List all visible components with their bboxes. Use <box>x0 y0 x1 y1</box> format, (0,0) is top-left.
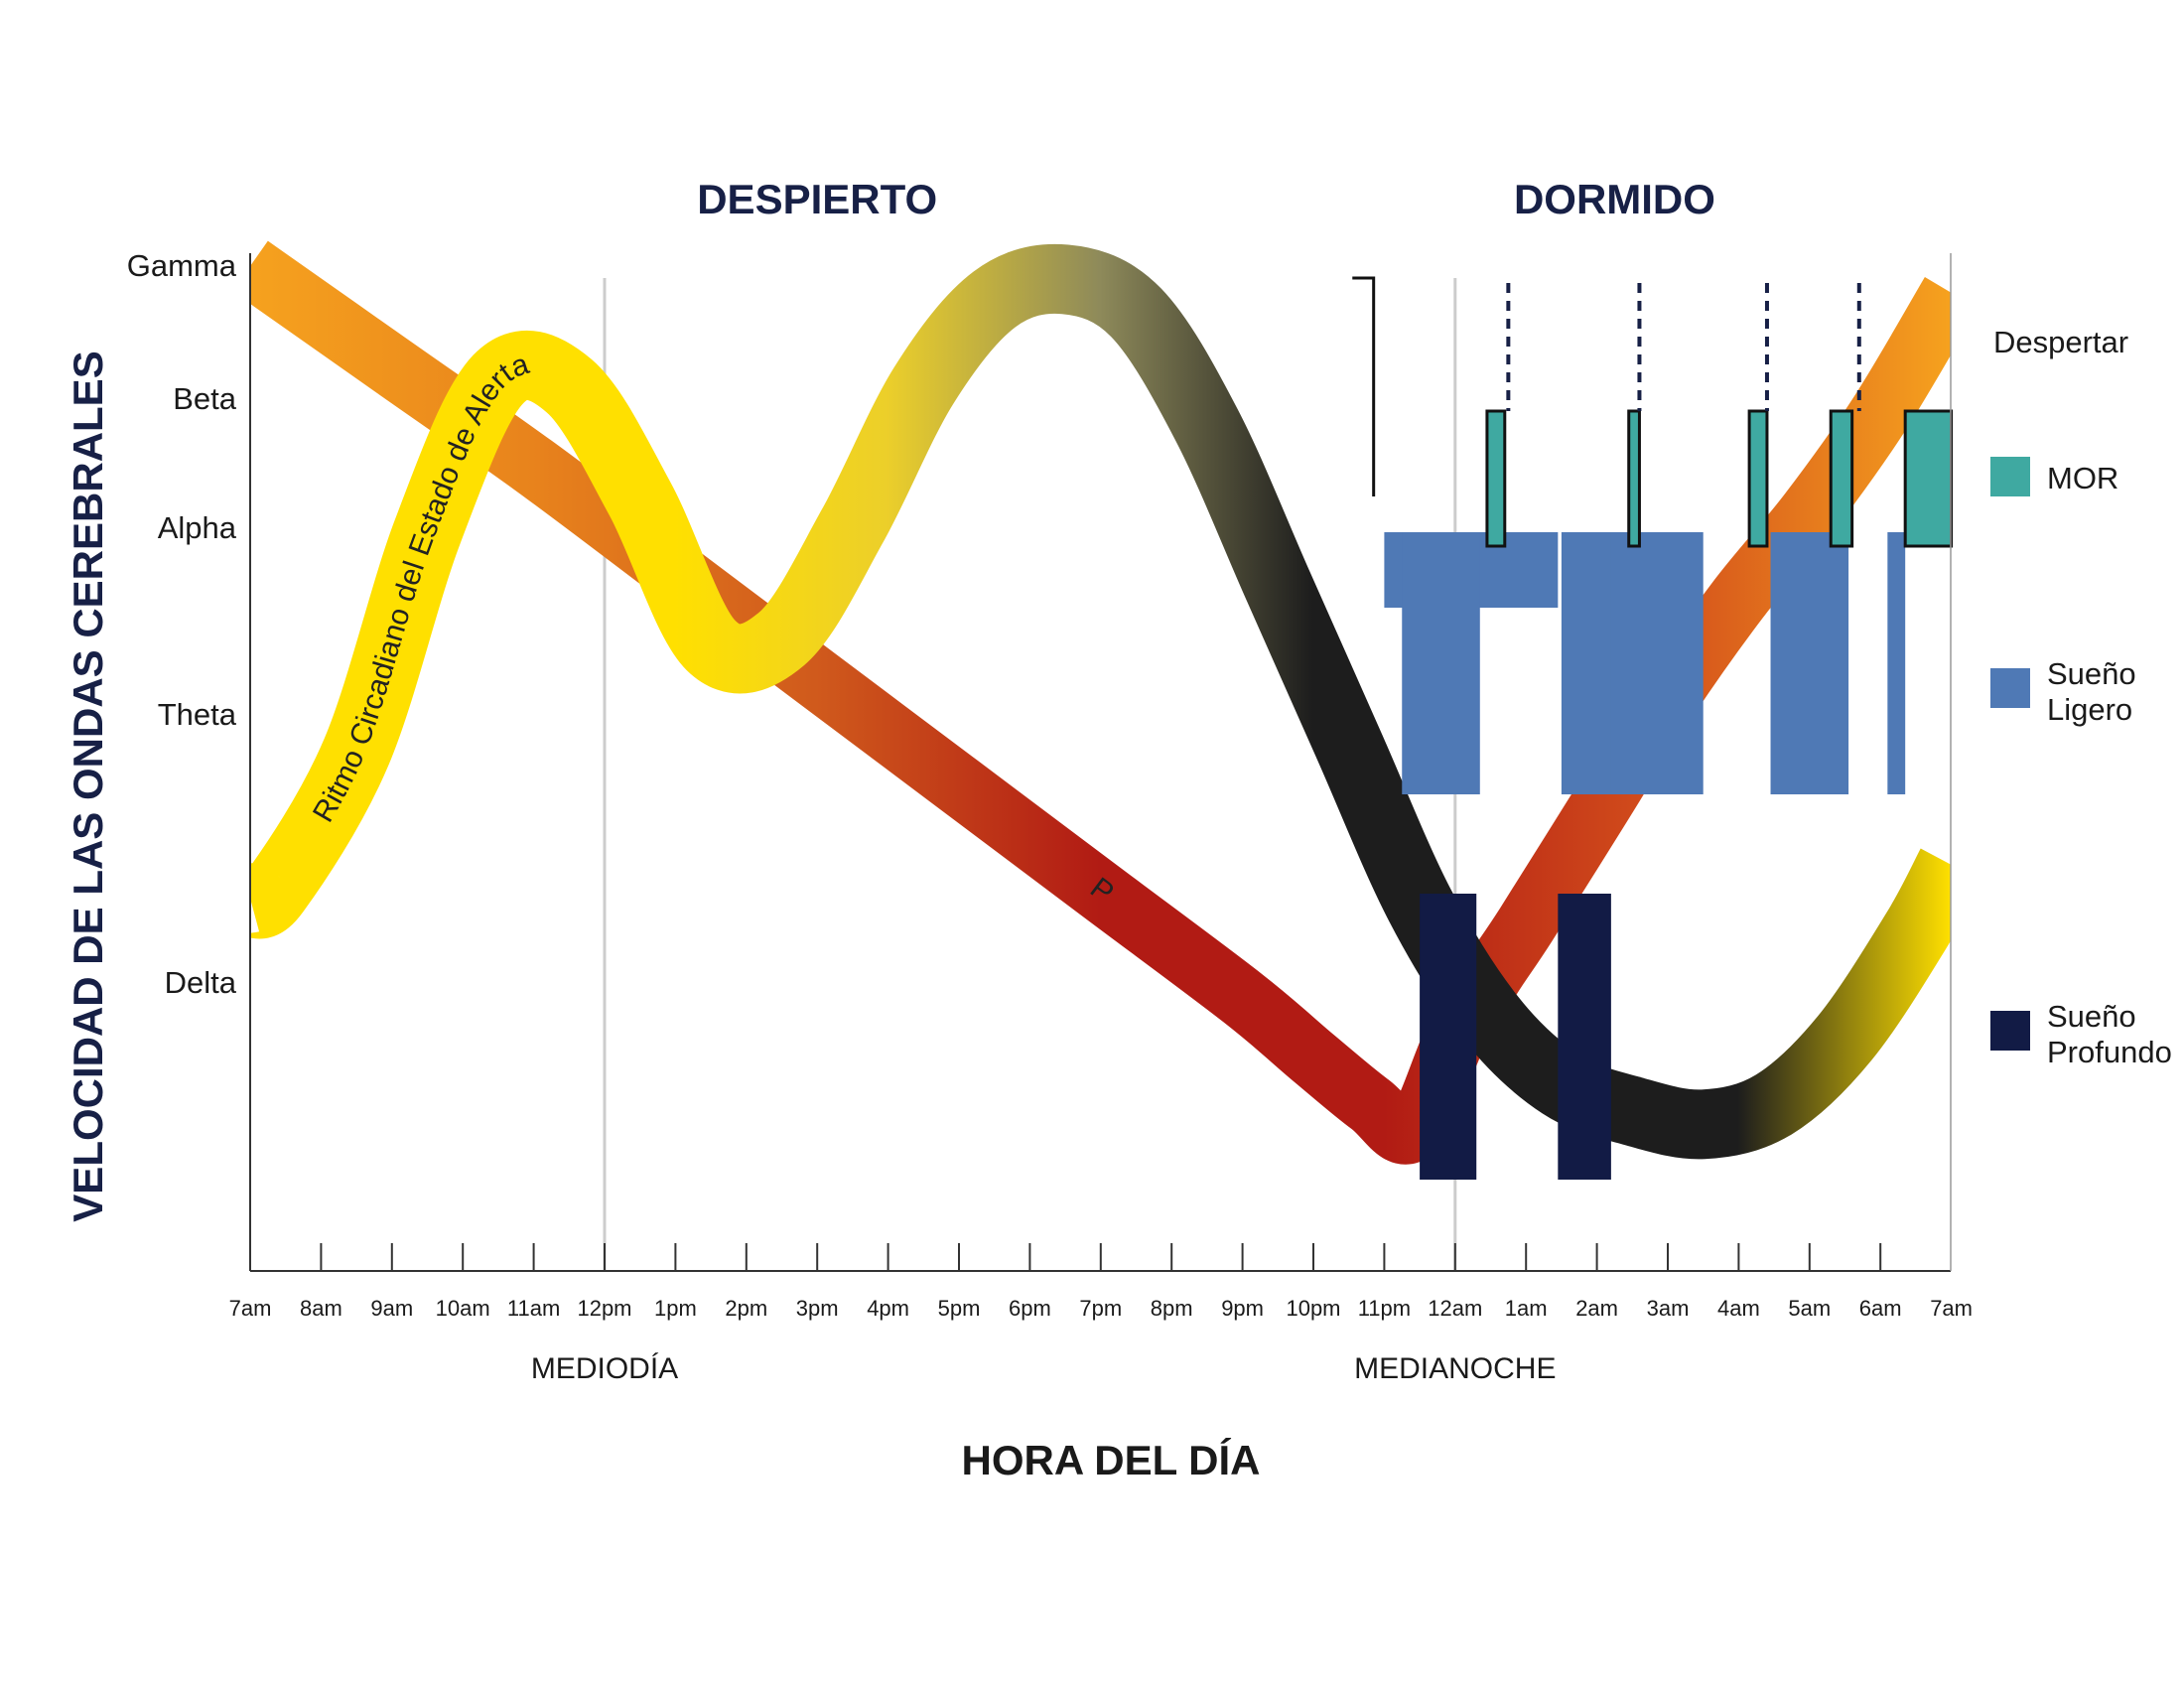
legend-swatch-rem <box>1990 457 2030 496</box>
x-tick-label: 6am <box>1859 1296 1902 1321</box>
rem-period <box>1485 409 1507 548</box>
y-level-label: Beta <box>173 381 237 416</box>
y-axis-title: VELOCIDAD DE LAS ONDAS CEREBRALES <box>65 351 111 1221</box>
sleep-stages <box>1352 276 1954 1180</box>
y-levels: Gamma Beta Alpha Theta Delta <box>127 248 237 1000</box>
x-tick-label: 10pm <box>1286 1296 1340 1321</box>
x-tick-label: 6pm <box>1009 1296 1051 1321</box>
light-sleep-block <box>1402 532 1480 794</box>
y-level-label: Alpha <box>158 510 237 545</box>
section-label-awake: DESPIERTO <box>697 176 937 222</box>
legend-label-light: Sueño Ligero <box>2047 656 2136 727</box>
y-level-label: Gamma <box>127 248 237 283</box>
x-axis-title: HORA DEL DÍA <box>961 1437 1260 1483</box>
x-tick-label: 2am <box>1575 1296 1618 1321</box>
x-tick-label: 3am <box>1647 1296 1690 1321</box>
y-level-label: Theta <box>158 697 237 732</box>
reference-label: MEDIANOCHE <box>1354 1352 1556 1385</box>
legend-label-rem: MOR <box>2047 461 2118 495</box>
legend-swatch-deep <box>1990 1011 2030 1051</box>
deep-sleep-block <box>1420 894 1477 1180</box>
x-tick-label: 9pm <box>1221 1296 1264 1321</box>
x-tick-label: 7am <box>1930 1296 1973 1321</box>
x-tick-label: 5pm <box>938 1296 981 1321</box>
rem-period <box>1747 409 1769 548</box>
x-tick-label: 5am <box>1788 1296 1831 1321</box>
x-tick-label: 2pm <box>725 1296 767 1321</box>
x-tick-label: 4pm <box>867 1296 909 1321</box>
x-tick-label: 11am <box>507 1296 560 1321</box>
x-tick-label: 9am <box>370 1296 413 1321</box>
x-tick-label: 10am <box>436 1296 490 1321</box>
x-tick-label: 8pm <box>1151 1296 1193 1321</box>
legend-label-wake: Despertar <box>1993 325 2128 359</box>
x-tick-label: 4am <box>1717 1296 1760 1321</box>
rem-period <box>1829 409 1854 548</box>
x-tick-label: 1am <box>1505 1296 1548 1321</box>
y-level-label: Delta <box>165 965 237 1000</box>
x-tick-label: 7pm <box>1079 1296 1122 1321</box>
light-sleep-block <box>1770 532 1849 794</box>
circadian-curve <box>250 243 1951 1160</box>
legend: Despertar MOR Sueño Ligero Sueño Profundo <box>1990 325 2172 1069</box>
reference-label: MEDIODÍA <box>531 1352 678 1385</box>
section-label-asleep: DORMIDO <box>1514 176 1715 222</box>
rem-period <box>1903 409 1954 548</box>
sleep-onset-bracket <box>1352 276 1376 496</box>
x-tick-label: 8am <box>300 1296 342 1321</box>
x-tick-label: 7am <box>229 1296 272 1321</box>
x-tick-label: 11pm <box>1358 1296 1411 1321</box>
x-tick-label: 3pm <box>796 1296 839 1321</box>
x-tick-label: 1pm <box>654 1296 697 1321</box>
x-tick-label: 12pm <box>577 1296 631 1321</box>
rem-period <box>1627 409 1641 548</box>
x-ticks: 7am 8am 9am 10am 11am 12pm 1pm 2pm 3pm 4pm 5pm 6pm 7… <box>229 1243 1973 1321</box>
x-tick-label: 12am <box>1428 1296 1482 1321</box>
deep-sleep-block <box>1558 894 1611 1180</box>
light-sleep-block <box>1887 532 1906 794</box>
light-sleep-block <box>1610 532 1704 794</box>
legend-label-deep: Sueño Profundo <box>2047 999 2172 1069</box>
legend-swatch-light <box>1990 668 2030 708</box>
